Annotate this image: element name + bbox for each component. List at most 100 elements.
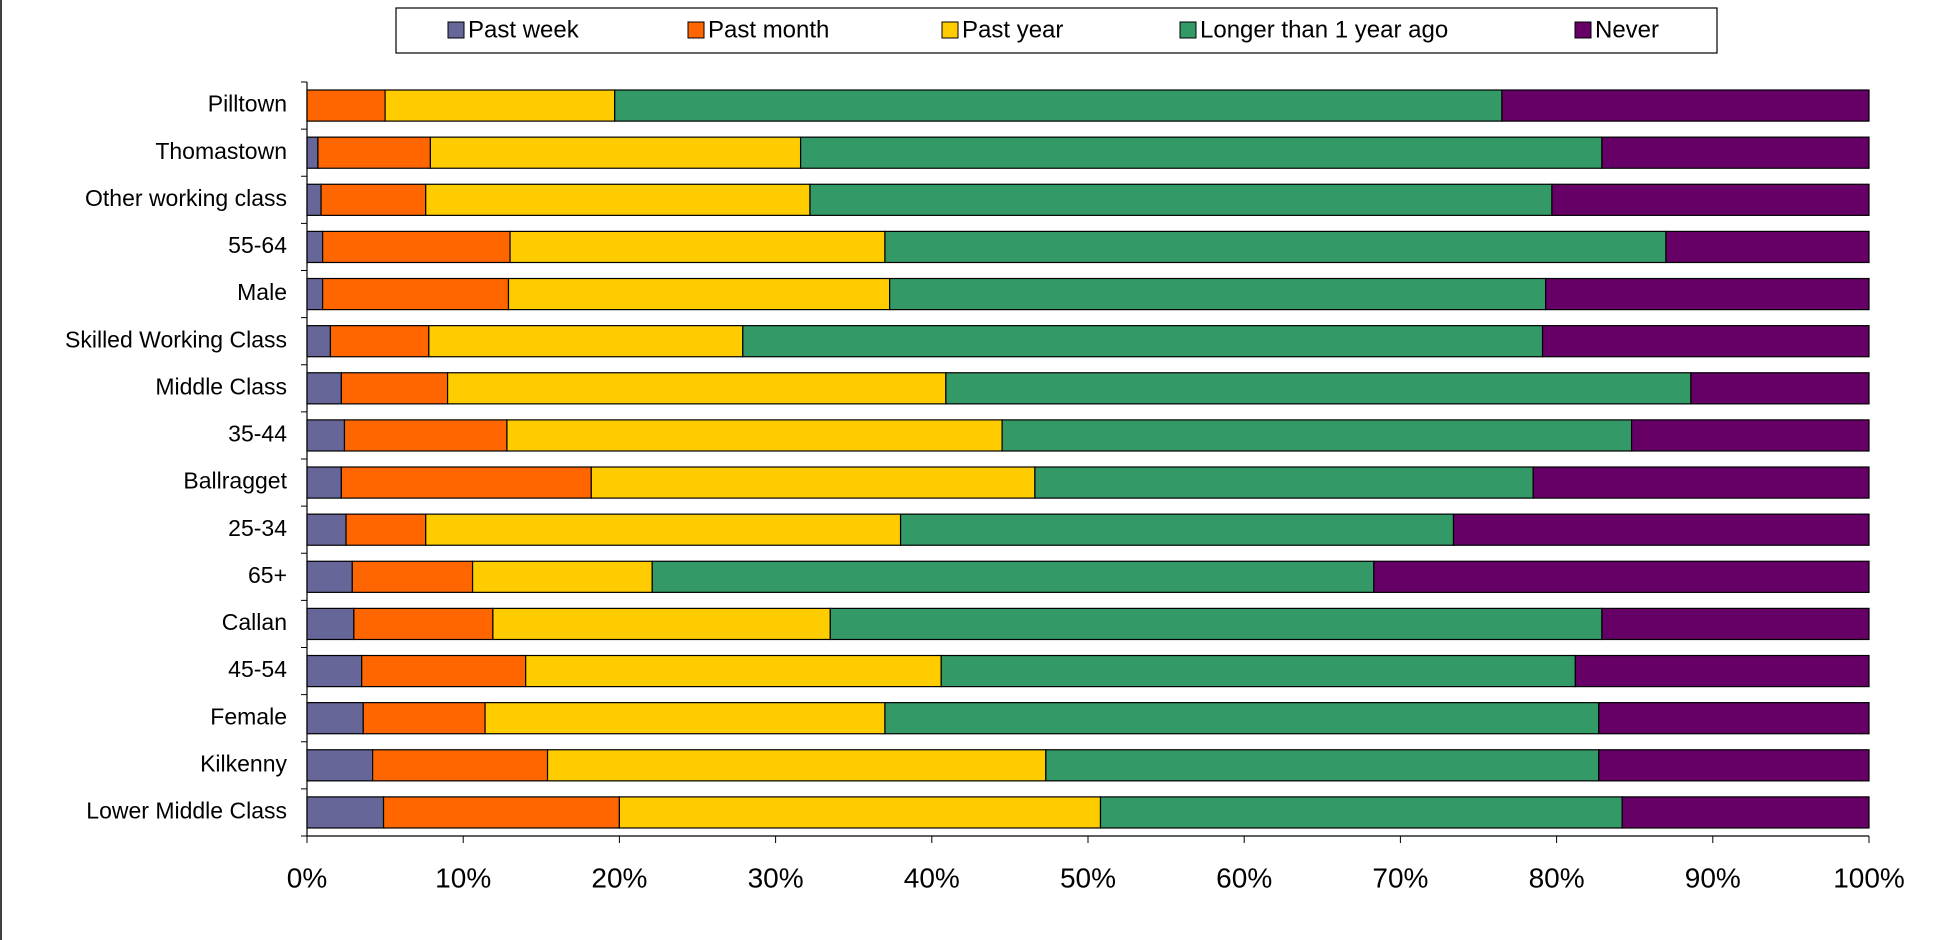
legend-label: Past year [962, 16, 1063, 43]
bar-segment [1001, 419, 1633, 452]
bar-segment [899, 513, 1455, 546]
bar-segment [799, 136, 1603, 169]
legend-box [395, 7, 1718, 54]
bar-segment [340, 466, 592, 499]
bar-segment [425, 513, 902, 546]
bar-segment [1045, 749, 1600, 782]
x-tick-label: 30% [748, 862, 804, 893]
bar-segment [306, 749, 374, 782]
x-tick-label: 50% [1060, 862, 1116, 893]
bar-segment [306, 702, 364, 735]
legend-swatch [687, 21, 705, 39]
bar-segment [1545, 277, 1870, 311]
bar-segment [306, 607, 355, 641]
bar-segment [1690, 372, 1870, 405]
bar-segment [1574, 654, 1870, 688]
bar-segment [446, 372, 947, 405]
x-tick-label: 80% [1529, 862, 1585, 893]
bar-segment [1501, 89, 1870, 122]
bar-segment [429, 136, 802, 169]
bar-segment [509, 230, 886, 264]
y-tick-label: Lower Middle Class [86, 798, 287, 824]
bar-segment [484, 702, 886, 735]
bar-segment [306, 325, 332, 358]
y-tick-label: Pilltown [208, 91, 287, 117]
bar-segment [1373, 560, 1870, 593]
bar-segment [340, 372, 449, 405]
bar-segment [306, 136, 319, 169]
legend-label: Never [1595, 16, 1659, 43]
x-tick-label: 40% [904, 862, 960, 893]
x-tick-label: 0% [287, 862, 327, 893]
bar-segment [428, 325, 744, 358]
bar-segment [809, 183, 1553, 216]
bar-segment [306, 277, 324, 311]
legend-swatch [941, 21, 959, 39]
y-tick-label: Callan [222, 609, 287, 635]
bar-segment [884, 702, 1600, 735]
bar-segment [306, 513, 347, 546]
legend-label: Past month [708, 16, 829, 43]
bar-segment [306, 466, 342, 499]
bar-segment [425, 183, 811, 216]
bar-segment [614, 89, 1503, 122]
bar-segment [306, 796, 385, 829]
bar-segment [306, 419, 346, 452]
bar-segment [1452, 513, 1870, 546]
x-tick-label: 70% [1372, 862, 1428, 893]
bar-segment [507, 277, 891, 311]
y-tick-label: Kilkenny [200, 750, 287, 776]
bar-segment [322, 277, 510, 311]
bar-segment [940, 654, 1576, 688]
bar-segment [306, 230, 324, 264]
bar-segment [471, 560, 653, 593]
y-tick-label: Thomastown [155, 138, 287, 164]
bar-segment [1601, 607, 1870, 641]
bar-segment [1099, 796, 1623, 829]
bar-segment [1665, 230, 1870, 264]
bar-segment [362, 702, 486, 735]
y-tick-label: 35-44 [228, 421, 287, 447]
y-tick-label: Male [237, 279, 287, 305]
bar-segment [618, 796, 1102, 829]
y-tick-label: 45-54 [228, 656, 287, 682]
bar-segment [320, 183, 427, 216]
bar-segment [343, 419, 508, 452]
y-tick-label: 65+ [248, 562, 287, 588]
bar-segment [384, 89, 616, 122]
bar-segment [351, 560, 474, 593]
bar-segment [546, 749, 1047, 782]
legend-label: Past week [468, 16, 580, 43]
bar-segment [1034, 466, 1534, 499]
bar-segment [1551, 183, 1870, 216]
bar-segment [506, 419, 1003, 452]
bar-segment [829, 607, 1603, 641]
bar-segment [492, 607, 831, 641]
x-tick-label: 20% [591, 862, 647, 893]
bar-segment [1532, 466, 1870, 499]
x-tick-label: 10% [435, 862, 491, 893]
bar-segment [382, 796, 620, 829]
y-tick-label: Female [210, 703, 287, 729]
bar-segment [306, 372, 342, 405]
bar-segment [1621, 796, 1870, 829]
y-tick-label: 55-64 [228, 232, 287, 258]
bar-segment [372, 749, 549, 782]
x-tick-label: 60% [1216, 862, 1272, 893]
legend-swatch [447, 21, 465, 39]
bar-segment [329, 325, 430, 358]
bar-segment [361, 654, 527, 688]
bar-segment [306, 560, 353, 593]
bar-segment [306, 654, 363, 688]
bar-segment [345, 513, 427, 546]
y-tick-label: Ballragget [183, 468, 287, 494]
bar-segment [590, 466, 1036, 499]
bar-segment [317, 136, 431, 169]
bar-segment [884, 230, 1667, 264]
bar-segment [742, 325, 1544, 358]
bar-segment [306, 183, 322, 216]
bar-segment [1630, 419, 1870, 452]
legend-swatch [1179, 21, 1197, 39]
bar-segment [1541, 325, 1870, 358]
y-tick-label: 25-34 [228, 515, 287, 541]
